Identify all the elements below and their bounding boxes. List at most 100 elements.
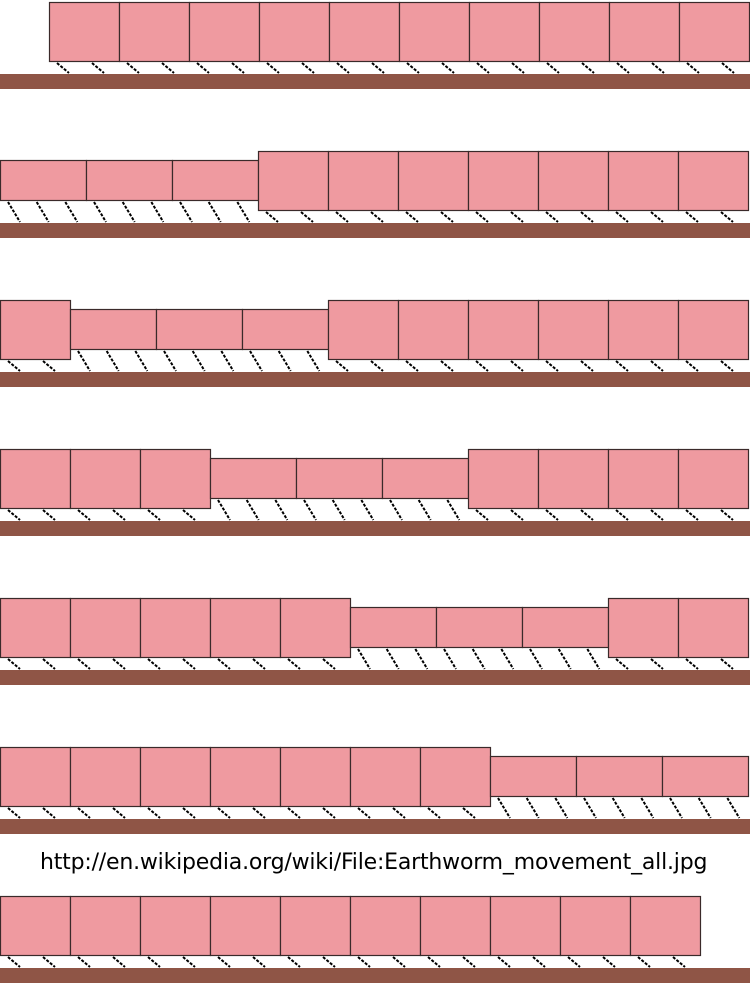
- worm-stage: [0, 448, 750, 536]
- seta-mark: [510, 509, 524, 521]
- seta-mark: [685, 360, 699, 372]
- seta-mark: [720, 211, 734, 223]
- extended-segment: [678, 1, 750, 63]
- extended-segment: [0, 895, 72, 957]
- seta-mark: [182, 658, 196, 670]
- seta-mark: [427, 807, 441, 819]
- extended-segment: [328, 1, 401, 63]
- seta-mark: [357, 648, 371, 670]
- seta-mark: [7, 360, 21, 372]
- contracted-segment: [155, 308, 244, 351]
- extended-segment: [0, 746, 72, 808]
- extended-segment: [419, 746, 492, 808]
- seta-mark: [126, 62, 140, 74]
- seta-mark: [511, 62, 525, 74]
- seta-mark: [672, 956, 686, 968]
- seta-mark: [335, 360, 349, 372]
- seta-mark: [720, 658, 734, 670]
- seta-mark: [179, 201, 193, 223]
- seta-mark: [615, 658, 629, 670]
- seta-mark: [331, 499, 346, 521]
- seta-mark: [475, 360, 489, 372]
- extended-segment: [489, 895, 562, 957]
- seta-mark: [546, 62, 560, 74]
- seta-mark: [336, 62, 350, 74]
- extended-segment: [607, 448, 680, 510]
- contracted-segment: [295, 457, 384, 500]
- seta-mark: [497, 956, 511, 968]
- seta-mark: [392, 956, 406, 968]
- extended-segment: [279, 895, 352, 957]
- seta-mark: [245, 499, 260, 521]
- extended-segment: [209, 746, 282, 808]
- seta-mark: [231, 62, 245, 74]
- seta-mark: [685, 658, 699, 670]
- extended-segment: [349, 895, 422, 957]
- extended-segment: [467, 150, 540, 212]
- extended-segment: [537, 448, 610, 510]
- extended-segment: [537, 299, 610, 361]
- extended-segment: [538, 1, 611, 63]
- seta-mark: [35, 201, 50, 223]
- ground-strip: [0, 74, 750, 89]
- seta-mark: [322, 807, 336, 819]
- seta-mark: [77, 658, 91, 670]
- extended-segment: [349, 746, 422, 808]
- seta-mark: [42, 509, 56, 521]
- seta-mark: [616, 62, 630, 74]
- extended-segment: [0, 448, 72, 510]
- seta-mark: [287, 956, 301, 968]
- seta-mark: [685, 211, 699, 223]
- seta-mark: [686, 62, 700, 74]
- seta-mark: [720, 509, 734, 521]
- source-caption: http://en.wikipedia.org/wiki/File:Earthw…: [40, 850, 708, 875]
- seta-mark: [42, 360, 56, 372]
- contracted-segment: [349, 606, 438, 649]
- seta-mark: [217, 658, 231, 670]
- extended-segment: [69, 895, 142, 957]
- seta-mark: [720, 360, 734, 372]
- seta-mark: [441, 62, 455, 74]
- extended-segment: [677, 448, 750, 510]
- ground-strip: [0, 521, 750, 536]
- extended-segment: [69, 597, 142, 659]
- seta-mark: [567, 956, 581, 968]
- extended-segment: [327, 299, 400, 361]
- extended-segment: [48, 1, 121, 63]
- seta-mark: [440, 211, 454, 223]
- extended-segment: [118, 1, 191, 63]
- seta-mark: [532, 956, 546, 968]
- extended-segment: [188, 1, 261, 63]
- seta-mark: [112, 956, 126, 968]
- ground-strip: [0, 819, 750, 834]
- extended-segment: [257, 150, 330, 212]
- seta-mark: [300, 211, 314, 223]
- extended-segment: [607, 150, 680, 212]
- seta-mark: [427, 956, 441, 968]
- seta-mark: [615, 509, 629, 521]
- extended-segment: [69, 448, 142, 510]
- seta-mark: [147, 956, 161, 968]
- seta-mark: [405, 211, 419, 223]
- seta-mark: [611, 797, 626, 819]
- extended-segment: [327, 150, 400, 212]
- extended-segment: [608, 1, 681, 63]
- seta-mark: [265, 211, 279, 223]
- extended-segment: [677, 597, 750, 659]
- extended-segment: [139, 597, 212, 659]
- extended-segment: [209, 597, 282, 659]
- extended-segment: [139, 746, 212, 808]
- seta-mark: [529, 648, 543, 670]
- seta-mark: [370, 211, 384, 223]
- extended-segment: [139, 448, 212, 510]
- seta-mark: [252, 956, 266, 968]
- extended-segment: [258, 1, 331, 63]
- seta-mark: [371, 62, 385, 74]
- worm-stage: [0, 746, 750, 834]
- seta-mark: [134, 350, 149, 372]
- extended-segment: [419, 895, 492, 957]
- seta-mark: [121, 201, 136, 223]
- seta-mark: [554, 797, 569, 819]
- contracted-segment: [661, 755, 750, 798]
